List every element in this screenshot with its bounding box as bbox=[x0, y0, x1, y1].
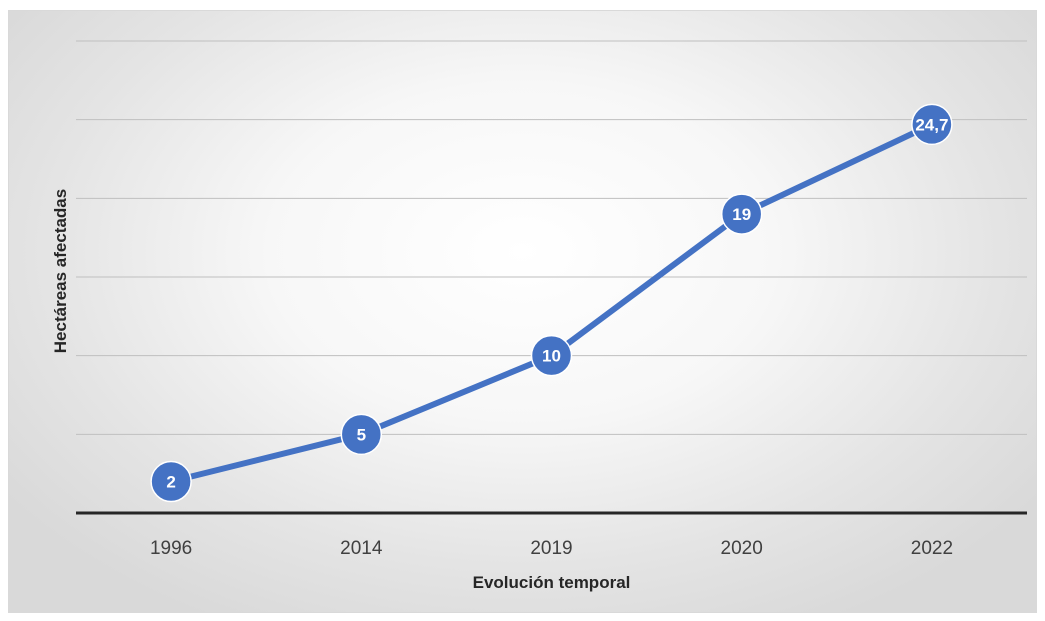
data-label: 10 bbox=[542, 347, 561, 366]
data-point-marker bbox=[720, 193, 763, 235]
series-line bbox=[168, 121, 935, 485]
x-tick-label: 2019 bbox=[530, 538, 572, 559]
data-point-marker bbox=[340, 413, 383, 456]
gridlines bbox=[76, 40, 1027, 435]
x-tick-label: 2014 bbox=[340, 538, 383, 559]
x-axis-tick-labels: 1996 2014 2019 2020 2022 bbox=[150, 538, 953, 559]
x-axis-title: Evolución temporal bbox=[473, 573, 631, 592]
data-points: 2 5 10 19 24,7 bbox=[150, 103, 953, 503]
data-point-marker bbox=[911, 103, 953, 146]
data-label: 19 bbox=[732, 205, 751, 224]
data-point-marker bbox=[150, 460, 192, 503]
x-tick-label: 2022 bbox=[911, 538, 953, 559]
y-axis-title: Hectáreas afectadas bbox=[51, 189, 70, 353]
data-label: 5 bbox=[357, 425, 366, 444]
data-label: 24,7 bbox=[915, 115, 948, 134]
x-tick-label: 1996 bbox=[150, 538, 192, 559]
x-tick-label: 2020 bbox=[721, 538, 763, 559]
data-label: 2 bbox=[166, 473, 175, 492]
data-point-marker bbox=[530, 334, 573, 377]
